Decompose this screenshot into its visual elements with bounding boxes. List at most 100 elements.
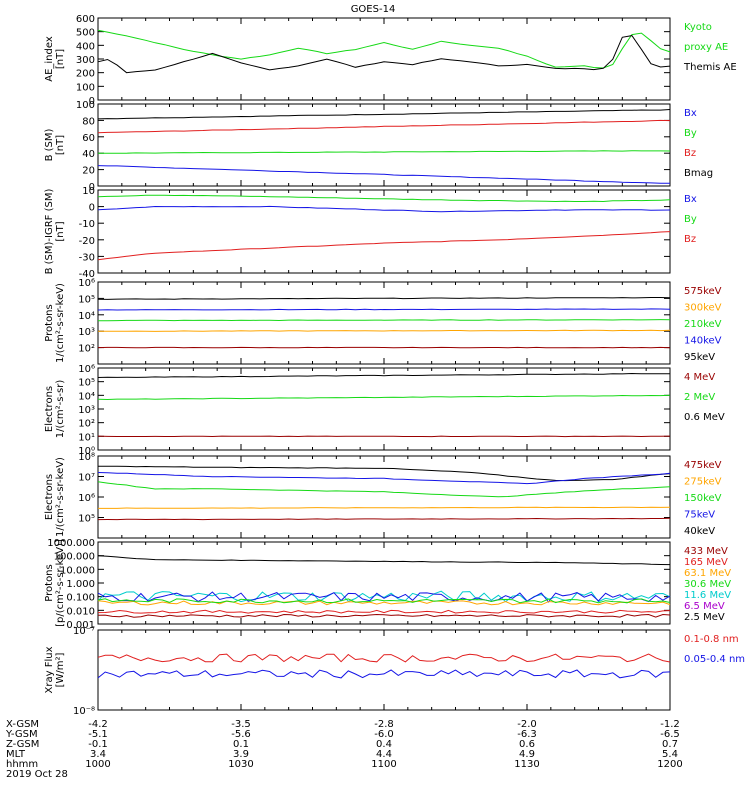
- legend-label: 210keV: [684, 319, 722, 330]
- legend-label: 300keV: [684, 303, 722, 314]
- y-axis-label: [nT]: [55, 49, 66, 69]
- series-line-11.6-mev: [97, 590, 671, 603]
- legend-label: 165 MeV: [684, 557, 728, 568]
- x-row-value: -2.8: [374, 719, 394, 730]
- series-line-75kev: [97, 472, 671, 485]
- y-axis-label: 1/(cm²-s-sr-keV): [55, 283, 66, 363]
- y-tick-label: 0: [89, 96, 95, 107]
- x-row-value: 3.4: [90, 749, 106, 760]
- series-line-275kev: [98, 506, 671, 509]
- series-line-63.1-mev: [97, 600, 671, 606]
- legend-label: proxy AE: [684, 42, 728, 53]
- x-row-value: -6.5: [660, 729, 680, 740]
- y-tick-label: 0.001: [66, 620, 95, 631]
- x-row-value: -5.1: [88, 729, 108, 740]
- x-row-label: Y-GSM: [5, 729, 38, 740]
- x-row-value: 1100: [371, 759, 396, 770]
- y-tick-label: 10⁵: [78, 378, 95, 389]
- y-tick-label: 100.000: [54, 552, 95, 563]
- x-row-value: -6.0: [374, 729, 394, 740]
- y-tick-label: 10²: [78, 419, 95, 430]
- series-line-bz: [97, 231, 671, 261]
- series-line-bx: [97, 205, 671, 213]
- y-tick-label: 10³: [78, 327, 95, 338]
- y-tick-label: 200: [76, 69, 95, 80]
- x-row-value: 1130: [514, 759, 539, 770]
- panel-prot2: 0.001 0.010 0.100 1.000 10.000 100.000 1000.00…: [44, 538, 731, 631]
- panel-frame: [97, 103, 671, 187]
- legend-label: 275keV: [684, 477, 722, 488]
- y-tick-label: 10⁴: [78, 391, 95, 402]
- panel-frame: [97, 367, 671, 451]
- y-tick-label: 100: [76, 82, 95, 93]
- y-tick-label: 10³: [78, 405, 95, 416]
- y-axis-label: [nT]: [55, 221, 66, 241]
- x-row-value: 1200: [657, 759, 682, 770]
- y-tick-label: 10⁰: [78, 446, 95, 457]
- legend-label: 11.6 MeV: [684, 590, 731, 601]
- y-tick-label: 10.000: [60, 565, 95, 576]
- legend-label: Bmag: [684, 168, 713, 179]
- y-axis-label: Xray Flux: [44, 646, 55, 693]
- legend-label: 140keV: [684, 336, 722, 347]
- panel-xray: 10⁻⁸ 10⁻⁷ Xray Flux [W/m²] 0.1-0.8 nm 0.05-0.…: [44, 626, 745, 717]
- y-tick-label: 0: [89, 182, 95, 193]
- y-axis-label: Electrons: [44, 474, 55, 520]
- y-tick-label: 10⁶: [78, 493, 95, 504]
- panel-dbi: -40 -30 -20 -10 0 10 B (SM)-IGRF (SM) [nT] Bx By B…: [44, 186, 697, 280]
- legend-label: 0.1-0.8 nm: [684, 634, 739, 645]
- x-row-value: 0.1: [233, 739, 249, 750]
- series-line-150kev: [97, 481, 671, 498]
- x-row-value: 1030: [228, 759, 253, 770]
- x-row-value: -2.0: [517, 719, 537, 730]
- y-tick-label: 10⁴: [78, 311, 95, 322]
- series-line-30.6-mev: [97, 598, 671, 604]
- series-line-165-mev: [97, 609, 671, 614]
- y-tick-label: 300: [76, 55, 95, 66]
- x-row-value: -5.6: [231, 729, 251, 740]
- y-tick-label: 10⁶: [78, 278, 95, 289]
- y-tick-label: 0.010: [66, 606, 95, 617]
- series-line-210kev: [98, 319, 671, 322]
- x-row-label: MLT: [6, 749, 26, 760]
- panel-ae: 0 100 200 300 400 500 600 AE_index [nT] Kyoto prox…: [44, 14, 737, 107]
- y-tick-label: 10⁸: [78, 452, 95, 463]
- panel-frame: [97, 189, 671, 274]
- y-tick-label: 400: [76, 41, 95, 52]
- legend-label: 150keV: [684, 493, 722, 504]
- y-axis-label: [p/(cm²-s-sr-keV)]: [55, 539, 66, 627]
- y-tick-label: 40: [82, 149, 95, 160]
- legend-label: Bz: [684, 234, 696, 245]
- series-line-433-mev: [97, 613, 671, 618]
- x-row-label: hhmm: [6, 759, 38, 770]
- series-line-by: [97, 194, 671, 203]
- panel-elec1: 10⁰ 10¹ 10² 10³ 10⁴ 10⁵ 10⁶ Electrons 1/(cm²-s-s…: [44, 364, 725, 457]
- x-row-value: -3.5: [231, 719, 251, 730]
- y-axis-label: B (SM)-IGRF (SM): [44, 189, 55, 275]
- y-tick-label: 10¹: [78, 432, 95, 443]
- figure-title: GOES-14: [351, 4, 396, 15]
- series-line-bmag: [97, 109, 671, 120]
- y-axis-label: [W/m²]: [55, 652, 66, 687]
- y-axis-label: B (SM): [44, 128, 55, 161]
- panel-b: 0 20 40 60 80 100 B (SM) [nT] Bx By Bz Bmag: [44, 100, 713, 193]
- y-axis-label: 1/(cm²-s-sr): [55, 380, 66, 439]
- x-row-value: 0.4: [376, 739, 392, 750]
- y-tick-label: 500: [76, 28, 95, 39]
- series-line-140kev: [97, 308, 671, 311]
- legend-label: Bx: [684, 108, 697, 119]
- y-axis-label: 1/(cm²-s-sr-keV): [55, 457, 66, 537]
- x-row-value: 1000: [85, 759, 110, 770]
- x-row-value: -1.2: [660, 719, 680, 730]
- legend-label: 40keV: [684, 526, 715, 537]
- panel-elec2: 10⁵ 10⁶ 10⁷ 10⁸ Electrons 1/(cm²-s-sr-keV) 475…: [44, 452, 722, 539]
- x-row-value: 0.7: [662, 739, 678, 750]
- series-line-95kev: [97, 297, 671, 300]
- panel-frame: [97, 629, 671, 711]
- y-axis-label: Electrons: [44, 386, 55, 432]
- panel-frame: [97, 281, 671, 365]
- legend-label: Bz: [684, 148, 696, 159]
- legend-label: 0.05-0.4 nm: [684, 654, 745, 665]
- series-line-475kev: [97, 517, 671, 521]
- y-tick-label: 600: [76, 14, 95, 25]
